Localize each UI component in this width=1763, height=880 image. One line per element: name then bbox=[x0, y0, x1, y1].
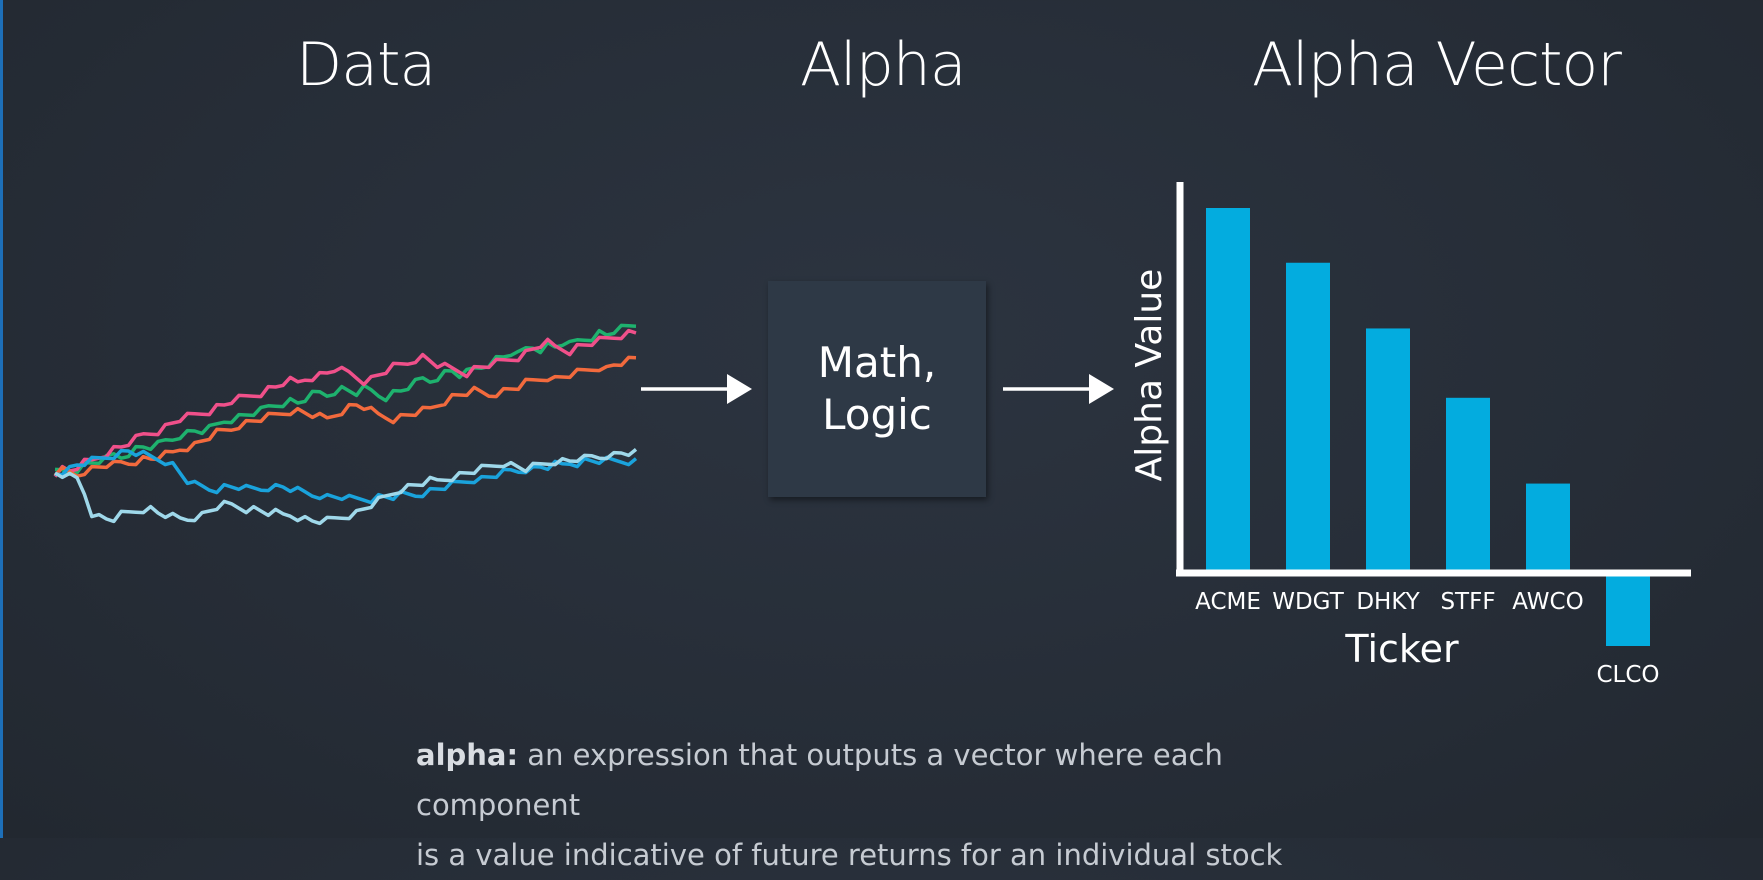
ticker-label-clco: CLCO bbox=[1596, 662, 1659, 688]
arrow-alpha-to-vector bbox=[1003, 374, 1114, 404]
data-line-1 bbox=[54, 323, 637, 476]
bar-awco bbox=[1526, 483, 1570, 573]
data-line-4 bbox=[54, 448, 638, 505]
alpha-vector-bars bbox=[1206, 208, 1650, 646]
heading-data: Data bbox=[296, 30, 436, 100]
bar-stff bbox=[1446, 397, 1490, 573]
heading-alpha-vector: Alpha Vector bbox=[1252, 30, 1622, 100]
ticker-labels-group: ACME WDGT DHKY STFF AWCO CLCO bbox=[1195, 589, 1659, 688]
caption: alpha: an expression that outputs a vect… bbox=[416, 730, 1396, 880]
data-line-5 bbox=[54, 448, 638, 526]
caption-term: alpha: bbox=[416, 738, 519, 772]
ticker-label-stff: STFF bbox=[1440, 589, 1495, 615]
bar-dhky bbox=[1366, 328, 1410, 573]
caption-line-1: alpha: an expression that outputs a vect… bbox=[416, 730, 1396, 830]
arrow-data-to-alpha bbox=[641, 374, 752, 404]
ticker-label-awco: AWCO bbox=[1512, 589, 1583, 615]
bar-acme bbox=[1206, 208, 1250, 573]
data-line-2 bbox=[53, 328, 637, 478]
bar-clco bbox=[1606, 573, 1650, 646]
diagram-canvas: ACME WDGT DHKY STFF AWCO CLCO Alpha Value Tic… bbox=[53, 208, 1659, 688]
ticker-label-wdgt: WDGT bbox=[1272, 589, 1344, 615]
data-line-3 bbox=[53, 355, 637, 478]
box-line-2: Logic bbox=[822, 390, 932, 439]
math-logic-box: Math, Logic bbox=[768, 281, 986, 497]
left-edge-accent bbox=[0, 0, 3, 838]
box-line-1: Math, bbox=[817, 338, 937, 387]
x-axis-label: Ticker bbox=[1344, 627, 1459, 671]
y-axis-label: Alpha Value bbox=[1129, 269, 1170, 482]
data-lines-group bbox=[53, 323, 638, 526]
heading-alpha: Alpha bbox=[800, 30, 967, 100]
caption-text-1: an expression that outputs a vector wher… bbox=[416, 738, 1223, 822]
ticker-label-acme: ACME bbox=[1195, 589, 1261, 615]
ticker-label-dhky: DHKY bbox=[1356, 589, 1420, 615]
bar-wdgt bbox=[1286, 262, 1330, 573]
